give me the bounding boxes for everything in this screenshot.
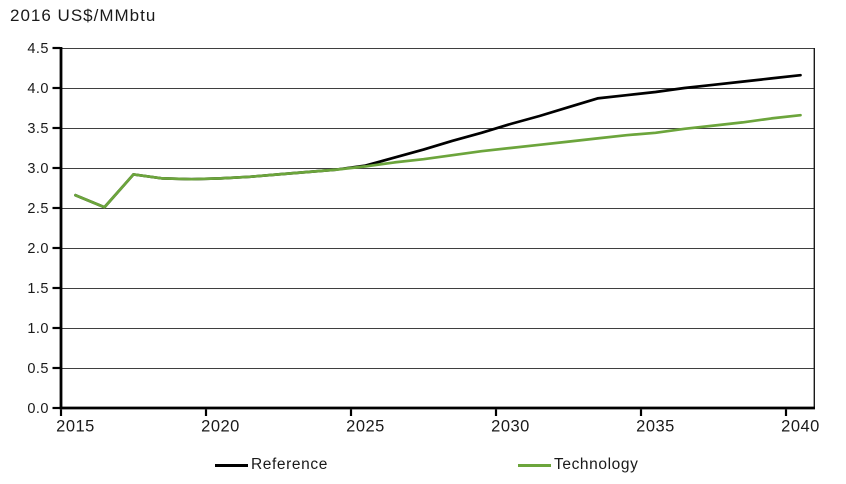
x-tick-label: 2025 <box>346 418 385 436</box>
y-tick-label: 4.5 <box>27 41 49 57</box>
chart-unit-label: 2016 US$/MMbtu <box>10 6 157 25</box>
legend-item-technology: Technology <box>518 455 638 475</box>
x-tick-label: 2020 <box>201 418 240 436</box>
y-tick-label: 2.5 <box>27 201 49 217</box>
reference-line-swatch <box>215 463 248 467</box>
legend-label-reference: Reference <box>251 456 328 473</box>
y-tick-label: 0.0 <box>27 401 49 417</box>
legend-label-technology: Technology <box>554 456 639 473</box>
y-tick-label: 0.5 <box>27 361 49 377</box>
y-tick-label: 3.5 <box>27 121 49 137</box>
technology-line-swatch <box>518 463 551 467</box>
y-tick-label: 1.0 <box>27 321 49 337</box>
x-tick-label: 2040 <box>781 418 820 436</box>
x-tick-label: 2035 <box>636 418 675 436</box>
x-tick-label: 2030 <box>491 418 530 436</box>
legend-item-reference: Reference <box>215 455 328 475</box>
legend: Reference Technology <box>0 455 846 479</box>
x-tick-label: 2015 <box>56 418 95 436</box>
y-tick-label: 1.5 <box>27 281 49 297</box>
reference-line <box>74 73 802 209</box>
y-tick-label: 3.0 <box>27 161 49 177</box>
y-tick-label: 4.0 <box>27 81 49 97</box>
technology-line <box>74 113 802 209</box>
y-tick-label: 2.0 <box>27 241 49 257</box>
